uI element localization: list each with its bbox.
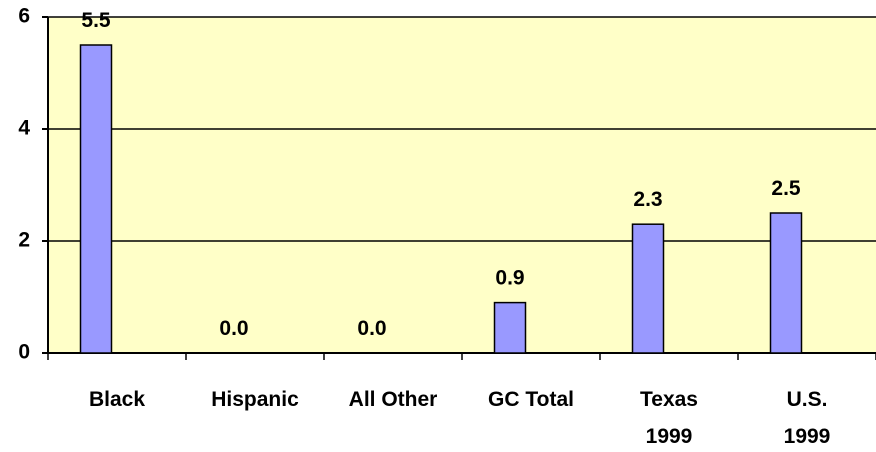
x-tick-label-line: All Other <box>349 388 438 411</box>
x-tick-label: Hispanic <box>211 388 299 411</box>
value-label: 0.0 <box>219 317 248 340</box>
bar <box>79 44 113 354</box>
y-tick-label: 2 <box>18 229 30 252</box>
x-tick-label: U.S. 1999 <box>784 388 831 448</box>
x-tick-label-line: Texas <box>640 388 698 411</box>
y-tick-label: 0 <box>18 341 30 364</box>
value-label: 5.5 <box>81 9 111 32</box>
x-tick-label-line: U.S. <box>787 388 828 411</box>
y-tick-label: 6 <box>18 5 30 28</box>
x-tick-label-line: 1999 <box>646 425 693 448</box>
plot-area <box>48 17 876 353</box>
x-tick-label: Black <box>89 388 145 411</box>
x-tick-label: All Other <box>349 388 438 411</box>
bar <box>493 301 527 354</box>
x-tick-label: Texas 1999 <box>640 388 698 448</box>
value-label: 2.5 <box>771 177 801 200</box>
x-tick-label-line: Hispanic <box>211 388 299 411</box>
y-tick-label: 4 <box>18 117 30 140</box>
value-label: 0.0 <box>357 317 386 340</box>
bar <box>769 212 803 354</box>
value-label: 0.9 <box>495 267 524 290</box>
x-tick-label: GC Total <box>488 388 574 411</box>
x-tick-label-line: Black <box>89 388 145 411</box>
bar <box>631 223 665 354</box>
x-tick-label-line: 1999 <box>784 425 831 448</box>
x-tick-label-line: GC Total <box>488 388 574 411</box>
value-label: 2.3 <box>633 188 662 211</box>
